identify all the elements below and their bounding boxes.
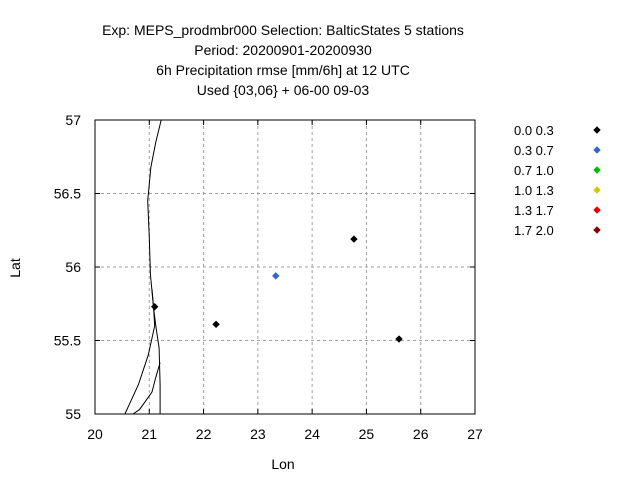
x-axis-label: Lon (271, 456, 294, 472)
legend-label: 1.3 1.7 (514, 203, 554, 218)
y-axis-label: Lat (7, 258, 23, 278)
legend-label: 0.3 0.7 (514, 143, 554, 158)
y-tick-label: 55.5 (54, 333, 81, 349)
legend-marker (593, 206, 601, 214)
x-tick-label: 21 (141, 426, 157, 442)
station-point (272, 272, 280, 280)
x-tick-label: 23 (250, 426, 266, 442)
x-tick-label: 27 (467, 426, 483, 442)
x-tick-label: 25 (359, 426, 375, 442)
title-line: 6h Precipitation rmse [mm/6h] at 12 UTC (156, 62, 410, 78)
title-line: Used {03,06} + 06-00 09-03 (197, 82, 370, 98)
chart-title: Exp: MEPS_prodmbr000 Selection: BalticSt… (102, 22, 464, 98)
x-tick-label: 26 (413, 426, 429, 442)
coastline-path (132, 362, 161, 415)
y-tick-label: 57 (65, 112, 81, 128)
y-tick-label: 56.5 (54, 186, 81, 202)
legend-marker (593, 146, 601, 154)
legend: 0.0 0.3 0.3 0.7 0.7 1.0 1.0 1.3 1.3 1.7 1.7 2… (514, 123, 601, 238)
y-tick-label: 56 (65, 259, 81, 275)
title-line: Period: 20200901-20200930 (194, 42, 372, 58)
legend-marker (593, 186, 601, 194)
station-point (151, 302, 159, 311)
x-tick-label: 22 (196, 426, 212, 442)
coastline-path (147, 119, 162, 414)
legend-label: 0.7 1.0 (514, 163, 554, 178)
legend-marker (593, 166, 601, 174)
legend-label: 1.7 2.0 (514, 223, 554, 238)
data-points (151, 235, 403, 343)
x-tick-label: 24 (304, 426, 320, 442)
legend-label: 1.0 1.3 (514, 183, 554, 198)
y-tick-label: 55 (65, 406, 81, 422)
legend-label: 0.0 0.3 (514, 123, 554, 138)
station-point (212, 320, 220, 329)
legend-marker (593, 126, 601, 134)
station-point (350, 235, 358, 243)
y-axis-ticks: 55 55.5 56 56.5 57 (54, 112, 475, 422)
x-tick-label: 20 (87, 426, 103, 442)
x-axis-ticks: 20 21 22 23 24 25 26 27 (87, 120, 483, 442)
title-line: Exp: MEPS_prodmbr000 Selection: BalticSt… (102, 22, 464, 38)
station-point (395, 335, 403, 343)
grid (95, 120, 475, 414)
legend-marker (593, 226, 601, 234)
